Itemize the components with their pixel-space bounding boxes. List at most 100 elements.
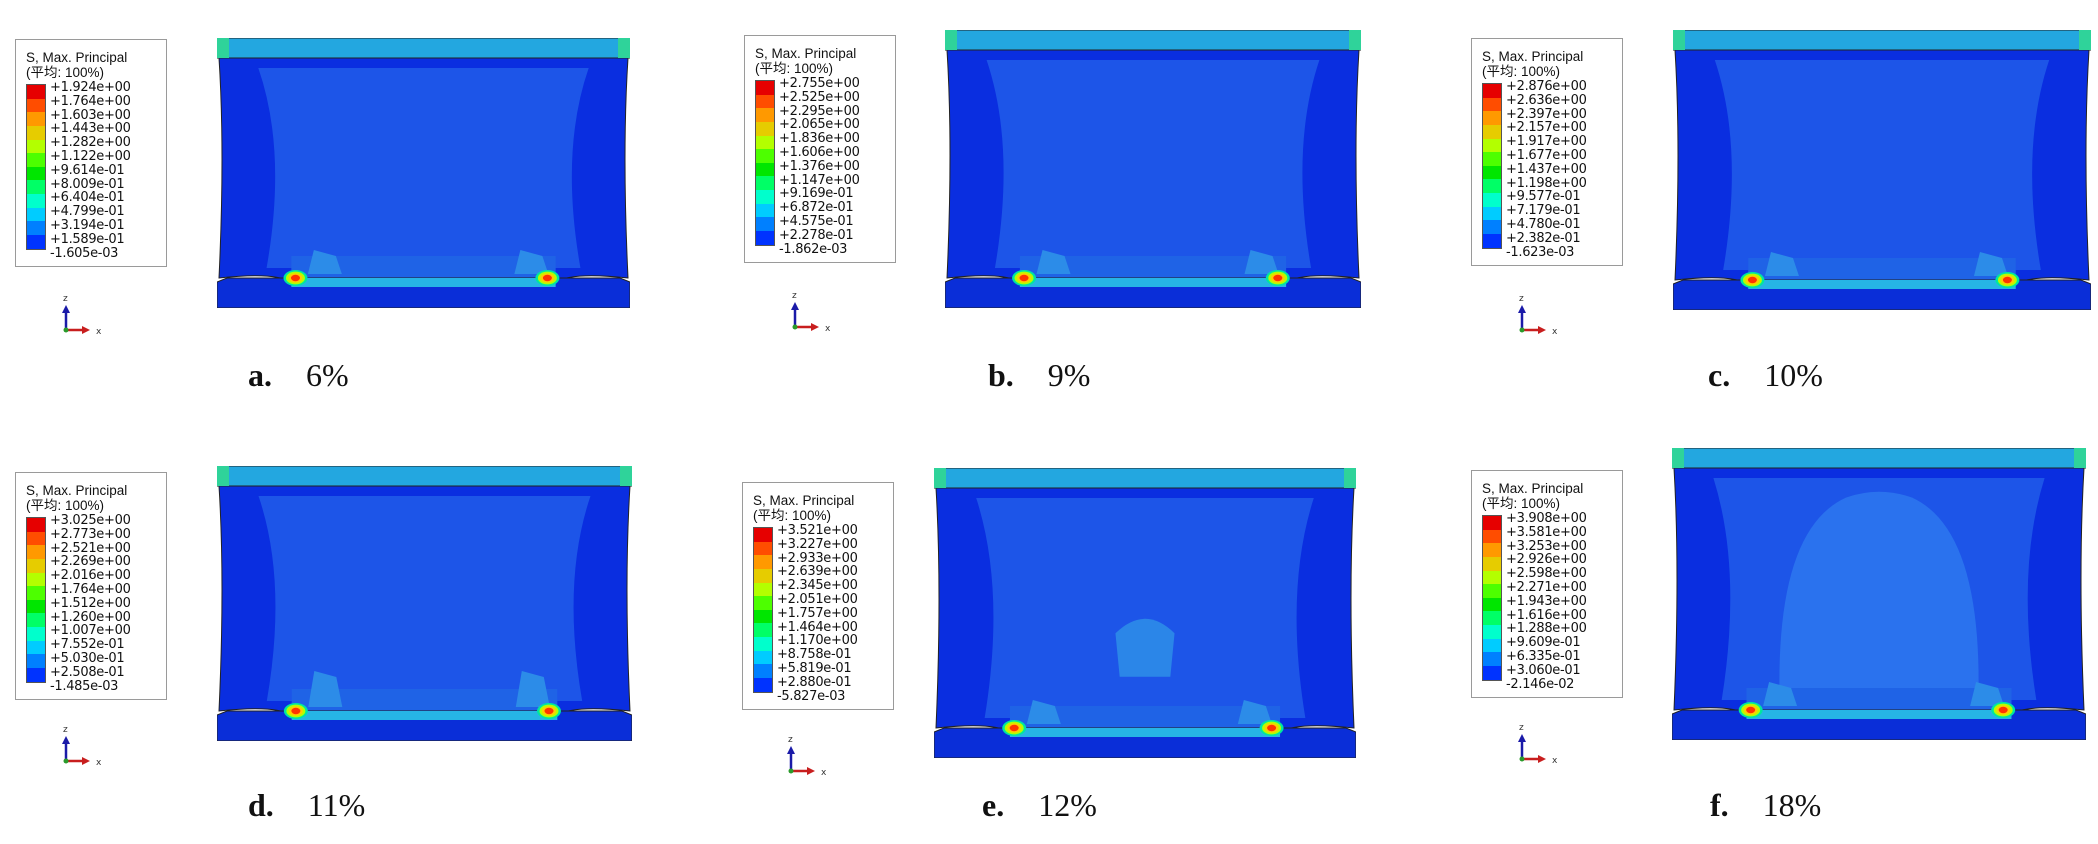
right-hotspot <box>535 270 560 286</box>
color-band <box>27 139 45 154</box>
legend-value: +6.872e-01 <box>779 200 854 216</box>
legend-values: +3.521e+00 +3.227e+00 +2.933e+00 +2.639e+00… <box>777 524 858 703</box>
z-axis-label: z <box>63 725 68 735</box>
color-band <box>1483 97 1501 112</box>
contour-legend: S, Max. Principal (平均: 100%) +2.876e+00 +2.… <box>1471 38 1623 267</box>
left-lump <box>308 671 343 707</box>
body-core-region <box>258 68 589 268</box>
x-arrowhead <box>82 326 90 334</box>
legend-values: +3.908e+00 +3.581e+00 +3.253e+00 +2.926e+00… <box>1506 512 1587 691</box>
legend-value: +1.147e+00 <box>779 172 860 188</box>
legend-value: +1.443e+00 <box>50 121 131 137</box>
stress-contour-plot <box>216 37 631 309</box>
legend-value: +8.009e-01 <box>50 176 125 192</box>
legend-value: +6.335e-01 <box>1506 648 1581 664</box>
contour-legend: S, Max. Principal (平均: 100%) +2.755e+00 +2.… <box>744 35 896 264</box>
legend-body: +1.924e+00 +1.764e+00 +1.603e+00 +1.443e+00… <box>26 80 156 261</box>
x-arrowhead <box>1538 326 1546 334</box>
contact-zone <box>1019 278 1287 287</box>
color-band <box>1483 652 1501 667</box>
legend-value: +1.288e+00 <box>1506 621 1587 637</box>
legend-value: +5.030e-01 <box>50 650 125 666</box>
color-band <box>27 221 45 236</box>
left-lump <box>1036 250 1071 274</box>
body-core-region <box>1714 60 2050 270</box>
legend-value: +2.933e+00 <box>777 550 858 566</box>
contour-legend: S, Max. Principal (平均: 100%) +3.025e+00 +2.… <box>15 472 167 701</box>
legend-body: +3.521e+00 +3.227e+00 +2.933e+00 +2.639e+00… <box>753 524 883 703</box>
cap-corner-right <box>620 466 632 486</box>
legend-value: -1.605e-03 <box>50 245 119 261</box>
lower-band <box>291 256 556 278</box>
right-hotspot <box>1265 270 1290 286</box>
legend-value: +1.122e+00 <box>50 148 131 164</box>
left-lump <box>1764 252 1799 276</box>
panel-letter: c <box>1708 357 1723 393</box>
legend-value: +1.376e+00 <box>779 158 860 174</box>
color-band <box>754 664 772 679</box>
color-band <box>756 94 774 109</box>
legend-value: +1.606e+00 <box>779 144 860 160</box>
origin-dot <box>63 327 69 333</box>
color-band <box>756 231 774 245</box>
color-band <box>756 81 774 95</box>
left-hotspot <box>283 270 308 286</box>
panel-letter: e <box>982 787 997 823</box>
color-band <box>1483 666 1501 680</box>
legend-value: +3.227e+00 <box>777 536 858 552</box>
panel-caption: b. 9% <box>988 357 1090 394</box>
color-band <box>1483 543 1501 557</box>
color-band <box>1483 570 1501 585</box>
color-band <box>27 640 45 655</box>
color-band <box>27 558 45 573</box>
color-band <box>1483 152 1501 166</box>
stress-contour-plot <box>1671 447 2087 741</box>
legend-value: +1.616e+00 <box>1506 607 1587 623</box>
strain-percent: 10% <box>1764 357 1823 393</box>
z-arrowhead <box>62 736 70 744</box>
legend-value: +2.345e+00 <box>777 578 858 594</box>
panel-letter-sep: . <box>265 787 274 823</box>
legend-value: +2.382e-01 <box>1506 230 1581 246</box>
color-band <box>756 190 774 204</box>
legend-body: +2.876e+00 +2.636e+00 +2.397e+00 +2.157e+00… <box>1482 79 1612 259</box>
legend-value: +2.051e+00 <box>777 591 858 607</box>
color-band <box>756 162 774 177</box>
cap-corner-right <box>618 38 630 58</box>
color-band <box>754 623 772 638</box>
color-band <box>756 217 774 232</box>
color-band <box>756 176 774 191</box>
contact-zone <box>1748 280 2016 289</box>
color-band <box>1483 638 1501 653</box>
legend-value: +2.508e-01 <box>50 664 125 680</box>
panel-letter: d <box>248 787 266 823</box>
color-band <box>27 668 45 682</box>
legend-value: +1.943e+00 <box>1506 593 1587 609</box>
left-hotspot <box>1740 272 1765 288</box>
color-band <box>756 135 774 150</box>
panel-letter: f <box>1710 787 1721 823</box>
contour-legend: S, Max. Principal (平均: 100%) +1.924e+00 +1.… <box>15 39 167 268</box>
color-band <box>27 235 45 249</box>
left-hotspot <box>283 703 308 719</box>
color-band <box>754 609 772 624</box>
legend-value: +2.926e+00 <box>1506 552 1587 568</box>
color-band <box>754 637 772 651</box>
contour-legend: S, Max. Principal (平均: 100%) +3.521e+00 +3.… <box>742 482 894 711</box>
legend-value: +1.437e+00 <box>1506 161 1587 177</box>
legend-value: +1.924e+00 <box>50 80 131 95</box>
legend-title: S, Max. Principal <box>26 483 128 498</box>
stress-contour-plot <box>1672 29 2092 311</box>
color-band <box>1483 206 1501 221</box>
color-band <box>1483 584 1501 598</box>
cap-corner-left <box>1672 448 1684 468</box>
legend-value: +3.194e-01 <box>50 217 125 233</box>
legend-subtitle: (平均: 100%) <box>1482 64 1561 79</box>
legend-value: +2.295e+00 <box>779 103 860 119</box>
color-band <box>27 613 45 628</box>
x-axis-label: x <box>1552 327 1558 337</box>
legend-value: +2.876e+00 <box>1506 79 1587 94</box>
legend-value: +1.764e+00 <box>50 581 131 597</box>
legend-body: +3.908e+00 +3.581e+00 +3.253e+00 +2.926e+00… <box>1482 512 1612 691</box>
